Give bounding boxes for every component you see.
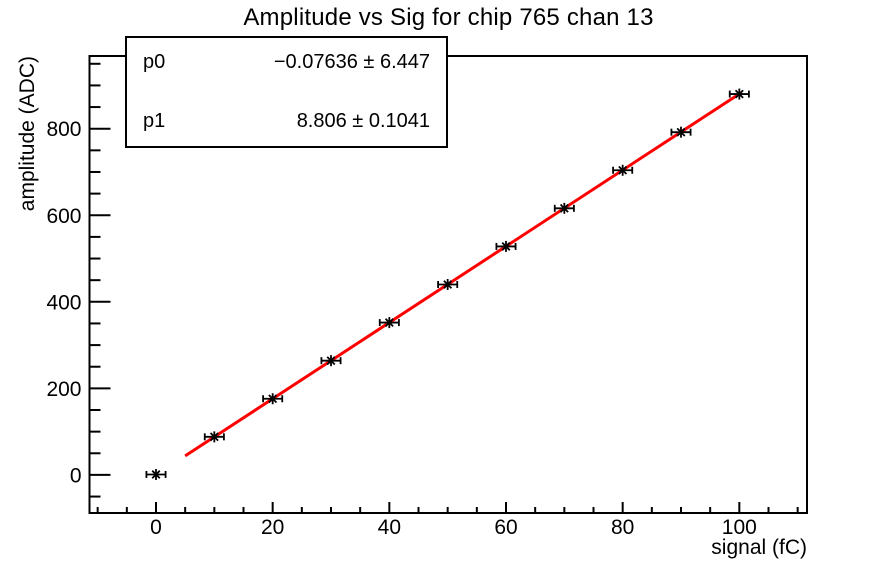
x-tick-label: 40	[378, 516, 401, 539]
data-point-marker	[676, 127, 686, 137]
data-point-marker	[443, 280, 453, 289]
data-point-marker	[501, 241, 511, 251]
stats-param-p1: p1	[143, 110, 166, 132]
y-tick-label: 800	[46, 118, 81, 141]
x-tick-label: 60	[494, 516, 517, 539]
y-tick-label: 200	[46, 378, 81, 401]
data-point-marker	[151, 470, 161, 479]
x-tick-label: 0	[150, 516, 162, 539]
y-tick-label: 400	[46, 291, 81, 314]
stats-param-p0: p0	[143, 51, 166, 73]
x-tick-label: 20	[261, 516, 284, 539]
data-point-marker	[559, 203, 569, 213]
y-axis-title: amplitude (ADC)	[16, 56, 39, 212]
stats-row-p1: p1 8.806 ± 0.1041	[143, 110, 430, 133]
data-point-marker	[384, 318, 394, 328]
chart-title: Amplitude vs Sig for chip 765 chan 13	[243, 4, 654, 31]
stats-row-p0: p0 −0.07636 ± 6.447	[143, 51, 430, 74]
stats-value-p0: −0.07636 ± 6.447	[273, 51, 430, 73]
x-axis-title: signal (fC)	[711, 536, 807, 559]
fit-stats-box: p0 −0.07636 ± 6.447 p1 8.806 ± 0.1041	[125, 36, 448, 148]
data-point-marker	[268, 394, 278, 404]
data-point-marker	[326, 356, 336, 366]
y-tick-label: 600	[46, 205, 81, 228]
y-tick-label: 0	[70, 464, 82, 487]
x-tick-label: 100	[722, 516, 757, 539]
fit-line	[184, 92, 741, 458]
stats-value-p1: 8.806 ± 0.1041	[296, 110, 430, 132]
data-point-marker	[734, 89, 744, 99]
data-point-marker	[209, 432, 219, 442]
data-point-marker	[618, 165, 628, 175]
x-tick-label: 80	[611, 516, 634, 539]
